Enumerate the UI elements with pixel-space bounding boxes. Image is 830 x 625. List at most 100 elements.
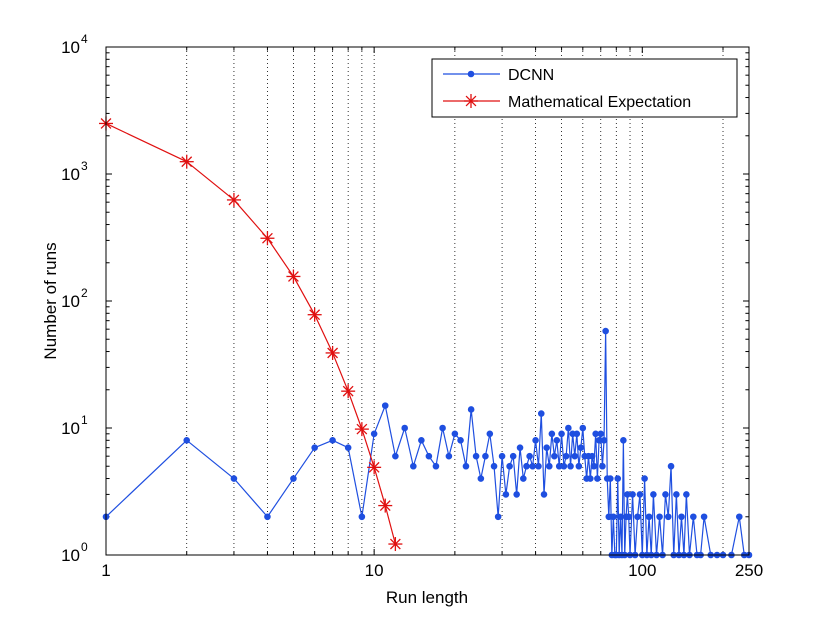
data-point — [560, 462, 568, 470]
series-expectation — [99, 116, 403, 552]
data-point — [614, 475, 622, 482]
data-point — [260, 231, 275, 246]
data-point — [565, 424, 572, 432]
data-point — [590, 462, 598, 470]
data-point — [553, 437, 561, 444]
data-point — [573, 430, 581, 438]
data-point — [551, 452, 558, 460]
data-point — [445, 452, 453, 460]
y-tick-label-base: 10 — [61, 38, 80, 57]
y-tick-label-exponent: 1 — [81, 413, 88, 427]
data-point — [311, 444, 318, 451]
data-point — [264, 513, 271, 521]
y-tick-label-exponent: 4 — [81, 32, 88, 46]
data-point — [370, 430, 378, 438]
data-point — [451, 430, 459, 438]
data-point — [418, 437, 425, 444]
legend-label-expectation: Mathematical Expectation — [508, 94, 691, 111]
x-tick-label: 1 — [101, 561, 110, 580]
data-point — [575, 462, 583, 470]
legend: DCNN Mathematical Expectation — [431, 58, 738, 118]
data-point — [183, 437, 191, 444]
data-point — [602, 327, 609, 335]
data-point — [486, 430, 494, 438]
data-point — [410, 462, 417, 470]
data-point — [617, 513, 624, 521]
data-point — [392, 452, 399, 460]
legend-asterisk — [464, 94, 478, 108]
data-point — [290, 475, 297, 482]
data-point — [341, 384, 356, 399]
data-point — [690, 513, 697, 521]
data-point — [472, 452, 480, 460]
data-point — [358, 513, 366, 521]
plot-area — [106, 47, 749, 555]
data-point — [625, 513, 633, 521]
data-point — [506, 462, 513, 470]
data-point — [520, 475, 527, 482]
data-point — [307, 307, 322, 322]
data-point — [490, 462, 498, 470]
data-point — [577, 444, 585, 451]
data-point — [634, 513, 641, 521]
data-point — [629, 491, 636, 498]
data-point — [325, 345, 340, 360]
data-point — [650, 491, 657, 498]
series-line — [105, 330, 749, 556]
data-point — [498, 452, 506, 460]
data-point — [664, 513, 672, 521]
data-point — [378, 498, 393, 513]
data-point — [516, 444, 524, 451]
data-point — [354, 422, 369, 437]
legend-marker-dcnn — [467, 70, 475, 78]
data-point — [529, 462, 536, 470]
data-point — [567, 462, 574, 470]
data-point — [579, 424, 587, 432]
data-point — [588, 452, 596, 460]
data-point — [678, 513, 685, 521]
data-point — [610, 513, 617, 521]
data-point — [558, 430, 565, 438]
data-point — [587, 475, 594, 482]
data-point — [344, 444, 352, 451]
x-tick-label: 100 — [628, 561, 656, 580]
y-tick-label-base: 10 — [61, 292, 80, 311]
data-point — [477, 475, 485, 482]
data-point — [226, 192, 241, 207]
data-point — [636, 491, 644, 498]
data-point — [457, 437, 464, 444]
data-point — [543, 444, 550, 451]
y-tick-label-base: 10 — [61, 165, 80, 184]
data-point — [607, 475, 614, 482]
data-point — [286, 269, 301, 284]
data-point — [641, 475, 648, 482]
data-point — [620, 437, 627, 444]
y-tick-label-base: 10 — [61, 419, 80, 438]
data-point — [179, 154, 194, 169]
series-line — [105, 122, 396, 545]
data-point — [329, 437, 336, 444]
y-tick-label-exponent: 2 — [81, 286, 88, 300]
data-point — [683, 491, 690, 498]
data-point — [562, 452, 570, 460]
data-series — [99, 116, 753, 559]
x-tick-labels: 1 10 100 250 — [101, 561, 763, 580]
data-point — [673, 491, 680, 498]
data-point — [467, 406, 475, 413]
data-point — [735, 513, 743, 521]
data-point — [513, 491, 520, 498]
data-point — [509, 452, 517, 460]
data-point — [401, 424, 409, 432]
series-dcnn — [102, 327, 753, 559]
data-point — [667, 462, 675, 470]
data-point — [462, 462, 470, 470]
legend-box — [431, 58, 738, 118]
plot-frame — [105, 46, 750, 556]
data-point — [381, 402, 389, 409]
data-point — [535, 462, 542, 470]
x-tick-label: 10 — [365, 561, 384, 580]
data-point — [526, 452, 533, 460]
data-point — [230, 475, 238, 482]
